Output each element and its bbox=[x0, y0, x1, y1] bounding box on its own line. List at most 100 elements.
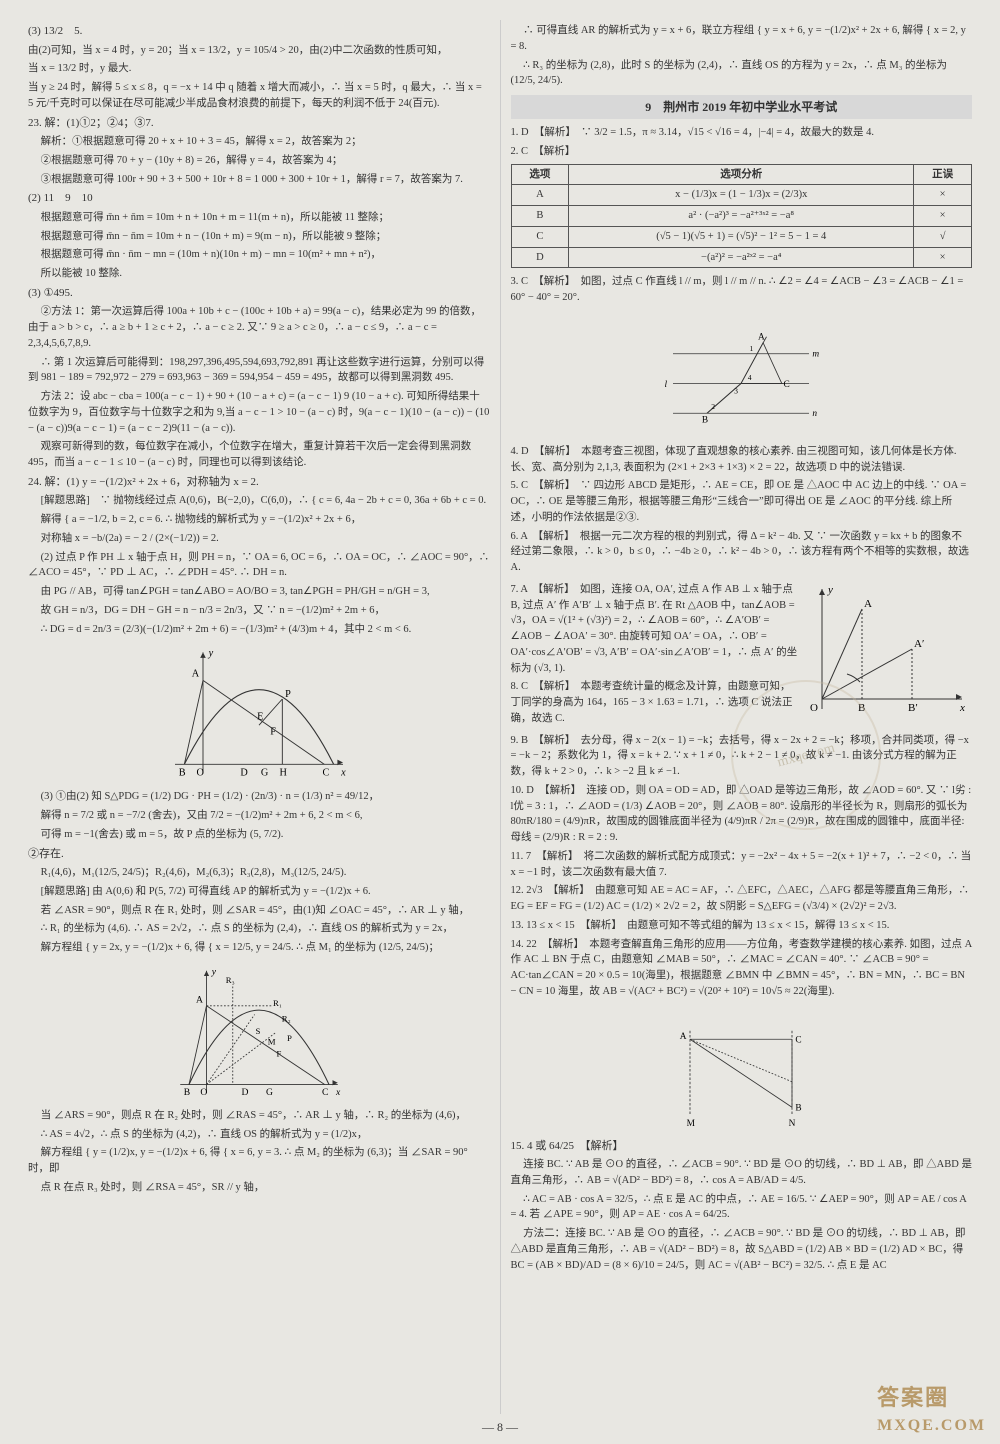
cell: D bbox=[511, 247, 569, 268]
figure-parabola-1: A B O D G H C P E F y x bbox=[159, 643, 359, 783]
q24-1-2: 对称轴 x = −b/(2a) = − 2 / (2×(−1/2)) = 2. bbox=[28, 531, 490, 547]
svg-text:C: C bbox=[796, 1035, 802, 1045]
q12: 12. 2√3 【解析】 由题意可知 AE = AC = AF，∴ △EFC，△… bbox=[511, 883, 973, 915]
q24-tail-0: 当 ∠ARS = 90°，则点 R 在 R₂ 处时，则 ∠RAS = 45°，∴… bbox=[28, 1108, 490, 1124]
cell: × bbox=[914, 247, 972, 268]
q9: 9. B 【解析】 去分母，得 x − 2(x − 1) = −k；去括号，得 … bbox=[511, 733, 973, 780]
q24-3a-0: (3) ①由(2) 知 S△PDG = (1/2) DG · PH = (1/2… bbox=[28, 789, 490, 805]
cell: (√5 − 1)(√5 + 1) = (√5)² − 1² = 5 − 1 = … bbox=[569, 226, 914, 247]
cell: A bbox=[511, 185, 569, 206]
page-number: — 8 — bbox=[482, 1418, 518, 1436]
svg-text:l: l bbox=[665, 380, 668, 390]
q3: 3. C 【解析】 如图，过点 C 作直线 l // m，则 l // m //… bbox=[511, 274, 973, 306]
svg-text:A: A bbox=[864, 598, 872, 610]
th-opt: 选项 bbox=[511, 164, 569, 185]
th-mark: 正误 bbox=[914, 164, 972, 185]
q23-2-head: (2) 11 9 10 bbox=[28, 190, 490, 207]
cell: × bbox=[914, 206, 972, 227]
q24-3b-head: ②存在. bbox=[28, 846, 490, 863]
q6: 6. A 【解析】 根据一元二次方程的根的判别式，得 Δ = k² − 4b. … bbox=[511, 529, 973, 576]
q24-head: 24. 解：(1) y = −(1/2)x² + 2x + 6，对称轴为 x =… bbox=[28, 474, 490, 491]
cell: a² · (−a²)³ = −a²⁺³ˣ² = −a⁸ bbox=[569, 206, 914, 227]
svg-text:x: x bbox=[340, 768, 346, 779]
q4: 4. D 【解析】 本题考查三视图，体现了直观想象的核心素养. 由三视图可知，该… bbox=[511, 444, 973, 476]
cell: √ bbox=[914, 226, 972, 247]
q1: 1. D 【解析】 ∵ 3/2 = 1.5，π ≈ 3.14，√15 < √16… bbox=[511, 125, 973, 141]
cell: x − (1/3)x = (1 − 1/3)x = (2/3)x bbox=[569, 185, 914, 206]
svg-text:A: A bbox=[192, 669, 200, 680]
svg-text:A: A bbox=[758, 332, 765, 342]
table-row: D −(a²)² = −a²ˣ² = −a⁴ × bbox=[511, 247, 972, 268]
q23-2-2: 根据题意可得 m̄n · n̄m − mn = (10m + n)(10n + … bbox=[28, 247, 490, 263]
svg-text:O: O bbox=[810, 702, 818, 714]
svg-text:A: A bbox=[196, 994, 203, 1005]
q24-2-0: (2) 过点 P 作 PH ⊥ x 轴于点 H，则 PH = n，∵ OA = … bbox=[28, 550, 490, 582]
q15-2: 方法二：连接 BC. ∵ AB 是 ⊙O 的直径，∴ ∠ACB = 90°. ∵… bbox=[511, 1226, 973, 1273]
watermark-url: MXQE.COM bbox=[877, 1417, 986, 1434]
q24-2-1: 由 PG // AB，可得 tan∠PGH = tan∠ABO = AO/BO … bbox=[28, 584, 490, 600]
svg-text:x: x bbox=[335, 1087, 341, 1098]
svg-text:F: F bbox=[276, 1048, 281, 1058]
svg-text:E: E bbox=[257, 712, 263, 723]
svg-text:C: C bbox=[784, 380, 790, 390]
table-head-row: 选项 选项分析 正误 bbox=[511, 164, 972, 185]
q24-1-0: [解题思路] ∵ 抛物线经过点 A(0,6)，B(−2,0)，C(6,0)，∴ … bbox=[28, 493, 490, 509]
options-table: 选项 选项分析 正误 A x − (1/3)x = (1 − 1/3)x = (… bbox=[511, 164, 973, 269]
svg-text:B′: B′ bbox=[908, 702, 918, 714]
q23-3-head: (3) ①495. bbox=[28, 285, 490, 302]
figure-rotation: O A B A′ B′ y x bbox=[802, 579, 972, 719]
q24-1-1: 解得 { a = −1/2, b = 2, c = 6. ∴ 抛物线的解析式为 … bbox=[28, 512, 490, 528]
table-row: B a² · (−a²)³ = −a²⁺³ˣ² = −a⁸ × bbox=[511, 206, 972, 227]
q3-line-1: 当 x = 13/2 时，y 最大. bbox=[28, 61, 490, 77]
q3-line-0: 由(2)可知，当 x = 4 时，y = 20；当 x = 13/2，y = 1… bbox=[28, 43, 490, 59]
svg-text:B: B bbox=[178, 768, 185, 779]
svg-text:A: A bbox=[680, 1032, 687, 1042]
q24-tail-3: 点 R 在点 R₃ 处时，则 ∠RSA = 45°，SR // y 轴， bbox=[28, 1180, 490, 1196]
q3-prefix: (3) 13/2 5. bbox=[28, 23, 490, 40]
svg-text:D: D bbox=[241, 1087, 248, 1098]
cell: B bbox=[511, 206, 569, 227]
figure-parabola-2: A B O D G C R₃ R₁ R₂ S M P F y x bbox=[159, 962, 359, 1102]
svg-text:M: M bbox=[687, 1118, 696, 1128]
th-analysis: 选项分析 bbox=[569, 164, 914, 185]
svg-text:G: G bbox=[261, 768, 269, 779]
q24-3a-1: 解得 n = 7/2 或 n = −7/2 (舍去)，又由 7/2 = −(1/… bbox=[28, 808, 490, 824]
svg-text:x: x bbox=[959, 702, 965, 714]
q13: 13. 13 ≤ x < 15 【解析】 由题意可知不等式组的解为 13 ≤ x… bbox=[511, 918, 973, 934]
section-title-9: 9 荆州市 2019 年初中学业水平考试 bbox=[511, 95, 973, 119]
q23-2-1: 根据题意可得 m̄n − n̄m = 10m + n − (10n + m) =… bbox=[28, 229, 490, 245]
svg-text:R₁: R₁ bbox=[273, 998, 282, 1008]
q23-head: 23. 解：(1)①2；②4；③7. bbox=[28, 115, 490, 132]
q24-3b-0: [解题思路] 由 A(0,6) 和 P(5, 7/2) 可得直线 AP 的解析式… bbox=[28, 884, 490, 900]
q24-3b-2: ∴ R₁ 的坐标为 (4,6). ∴ AS = 2√2，∴ 点 S 的坐标为 (… bbox=[28, 921, 490, 937]
q24-3b-3: 解方程组 { y = 2x, y = −(1/2)x + 6, 得 { x = … bbox=[28, 940, 490, 956]
svg-text:D: D bbox=[240, 768, 247, 779]
figure-parallel-lines: l m n C A B 1 2 4 3 bbox=[656, 310, 826, 440]
svg-text:B: B bbox=[858, 702, 865, 714]
svg-text:P: P bbox=[285, 689, 291, 700]
svg-text:B: B bbox=[702, 415, 708, 425]
q23-1-2: ③根据题意可得 100r + 90 + 3 + 500 + 10r + 8 = … bbox=[28, 172, 490, 188]
cell: −(a²)² = −a²ˣ² = −a⁴ bbox=[569, 247, 914, 268]
table-row: C (√5 − 1)(√5 + 1) = (√5)² − 1² = 5 − 1 … bbox=[511, 226, 972, 247]
svg-text:4: 4 bbox=[748, 373, 752, 382]
watermark-logo: 答案圈 MXQE.COM bbox=[877, 1381, 986, 1438]
q23-3b-1: 观察可新得到的数，每位数字在减小，个位数字在增大，重复计算若干次后一定会得到黑洞… bbox=[28, 439, 490, 471]
right-top-1: ∴ R₃ 的坐标为 (2,8)，此时 S 的坐标为 (2,4)，∴ 直线 OS … bbox=[511, 58, 973, 90]
q23-3a-1: ∴ 第 1 次运算后可能得到：198,297,396,495,594,693,7… bbox=[28, 355, 490, 387]
svg-text:C: C bbox=[322, 768, 329, 779]
svg-text:2: 2 bbox=[712, 402, 716, 411]
q15-1: ∴ AC = AB · cos A = 32/5，∴ 点 E 是 AC 的中点，… bbox=[511, 1192, 973, 1224]
svg-text:M: M bbox=[268, 1036, 276, 1046]
q5: 5. C 【解析】 ∵ 四边形 ABCD 是矩形，∴ AE = CE，即 OE … bbox=[511, 478, 973, 525]
q23-2-0: 根据题意可得 m̄n + n̄m = 10m + n + 10n + m = 1… bbox=[28, 210, 490, 226]
svg-text:S: S bbox=[255, 1026, 260, 1036]
q2-head: 2. C 【解析】 bbox=[511, 144, 973, 160]
q24-2-2: 故 GH = n/3，DG = DH − GH = n − n/3 = 2n/3… bbox=[28, 603, 490, 619]
svg-text:1: 1 bbox=[750, 344, 754, 353]
q11: 11. 7 【解析】 将二次函数的解析式配方成顶式：y = −2x² − 4x … bbox=[511, 849, 973, 881]
q24-2-3: ∴ DG = d = 2n/3 = (2/3)(−(1/2)m² + 2m + … bbox=[28, 622, 490, 638]
right-top-0: ∴ 可得直线 AR 的解析式为 y = x + 6，联立方程组 { y = x … bbox=[511, 23, 973, 55]
cell: C bbox=[511, 226, 569, 247]
q24-3b-pts: R₁(4,6)，M₁(12/5, 24/5)；R₂(4,6)，M₂(6,3)；R… bbox=[28, 865, 490, 881]
